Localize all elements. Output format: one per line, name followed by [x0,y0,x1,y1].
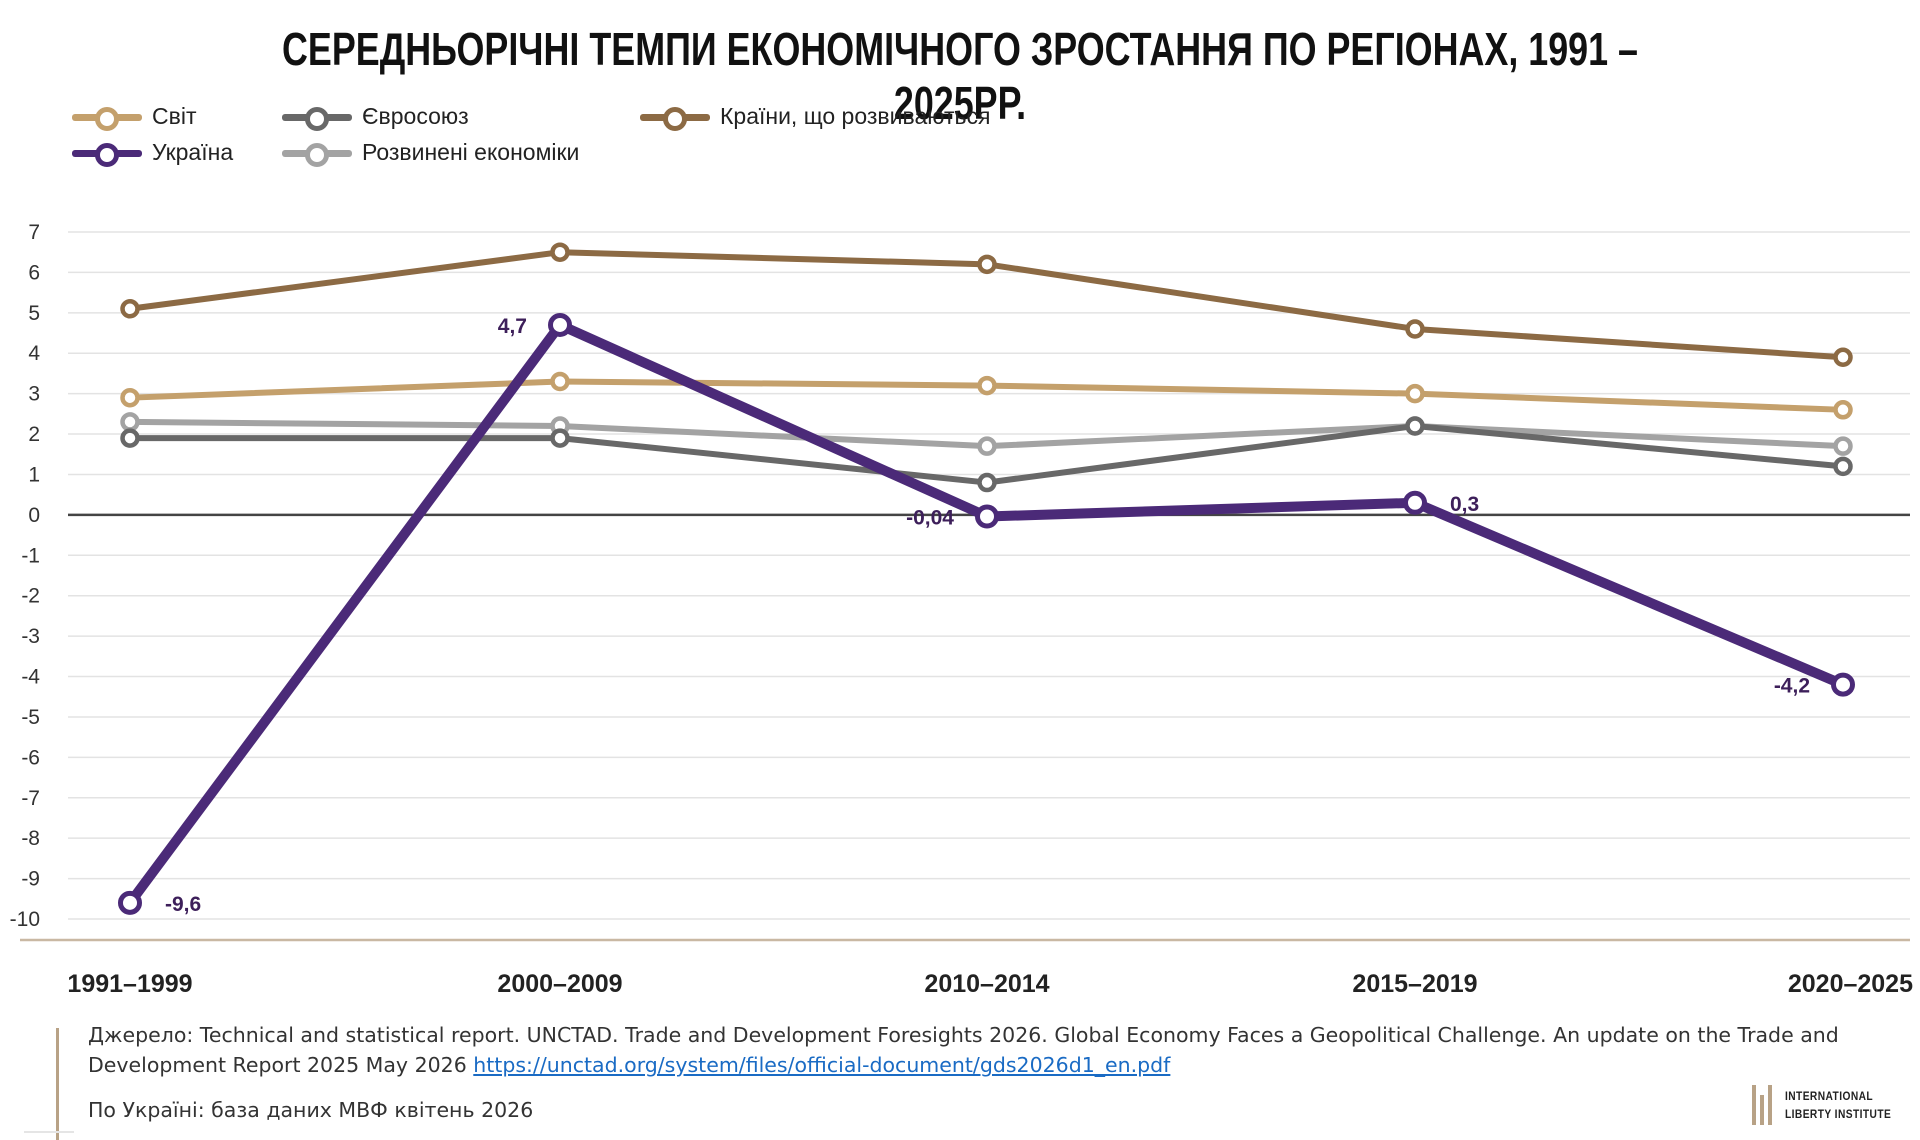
data-point [1833,347,1853,368]
data-point [550,428,570,448]
chart-legend: Світ Євросоюз Країни, що розвиваються Украї… [72,103,1172,183]
data-label: 0,3 [1450,493,1479,516]
data-point [1833,400,1853,420]
legend-item: Розвинені економіки [282,139,580,167]
legend-swatch [72,104,142,131]
y-tick-label: 7 [28,221,40,244]
y-tick-label: -3 [21,625,40,648]
data-point [1403,490,1427,515]
logo-line-2: LIBERTY INSTITUTE [1785,1107,1892,1121]
y-tick-label: 1 [28,463,40,486]
legend-label: Євросоюз [362,103,469,129]
y-tick-label: 5 [28,302,40,325]
data-point [120,299,140,319]
data-point [118,890,142,915]
legend-swatch [640,104,710,131]
ukraine-source-note: По Україні: база даних МВФ квітень 2026 [88,1098,534,1122]
data-point [1405,319,1425,339]
data-point [977,472,997,493]
y-tick-label: 0 [28,504,40,527]
legend-item: Світ [72,103,197,131]
data-point [550,242,570,262]
line-chart: 7 6 5 4 3 2 1 0 -1 -2 -3 -4 -5 -6 -7 -8 -9 -10 1991–1999 20… [10,221,1913,998]
data-label: 4,7 [498,315,527,338]
y-tick-label: 2 [28,423,40,446]
x-tick-label: 2010–2014 [924,970,1049,998]
series-line [125,319,1848,908]
data-point [548,312,572,337]
chart-title: СЕРЕДНЬОРІЧНІ ТЕМПИ ЕКОНОМІЧНОГО ЗРОСТАН… [281,23,1639,129]
legend-item: Країни, що розвиваються [640,103,991,131]
source-link[interactable]: https://unctad.org/system/files/official… [473,1053,1171,1077]
legend-item: Україна [72,139,234,167]
data-point [120,387,140,408]
data-point [120,412,140,432]
legend-label: Країни, що розвиваються [720,103,991,129]
y-tick-label: -4 [21,666,40,689]
data-label: -9,6 [165,893,201,916]
data-point [1833,456,1853,477]
y-tick-label: 3 [28,383,40,406]
legend-label: Україна [152,139,234,165]
logo-mark [1752,1085,1778,1125]
y-tick-label: -5 [21,706,40,729]
y-tick-label: -8 [21,827,40,850]
legend-label: Світ [152,103,197,129]
data-point [1831,672,1855,697]
legend-swatch [282,104,352,131]
data-point [120,428,140,448]
legend-label: Розвинені економіки [362,139,580,165]
logo-text: INTERNATIONAL LIBERTY INSTITUTE [1785,1087,1891,1123]
y-tick-label: -7 [21,787,40,810]
legend-item: Євросоюз [282,103,469,131]
data-point [1405,416,1425,436]
y-tick-label: -1 [21,544,40,567]
y-tick-label: -2 [21,585,40,608]
y-tick-label: -9 [21,868,40,891]
y-tick-label: -10 [10,908,40,931]
logo-line-1: INTERNATIONAL [1785,1089,1874,1103]
data-point [1405,383,1425,404]
source-accent-bar [56,1028,59,1140]
data-point [1833,436,1853,456]
x-tick-label: 2015–2019 [1352,970,1477,998]
data-label: -0,04 [906,506,954,529]
data-point [977,254,997,275]
source-text: Джерело: Technical and statistical repor… [88,1020,1888,1080]
source-prefix: Джерело: Technical and statistical repor… [88,1023,1839,1077]
y-tick-label: 6 [28,261,40,284]
y-tick-label: -6 [21,746,40,769]
legend-swatch [72,140,142,167]
data-point [977,375,997,396]
legend-swatch [282,140,352,167]
x-tick-label: 1991–1999 [67,970,192,998]
data-label: -4,2 [1774,675,1810,698]
x-tick-label: 2020–2025 [1788,970,1913,998]
y-tick-label: 4 [28,342,40,365]
data-point [550,371,570,392]
x-tick-label: 2000–2009 [497,970,622,998]
data-point [975,504,999,529]
data-point [977,436,997,456]
ili-logo: INTERNATIONAL LIBERTY INSTITUTE [1752,1083,1902,1129]
bottom-rule [24,1131,74,1133]
